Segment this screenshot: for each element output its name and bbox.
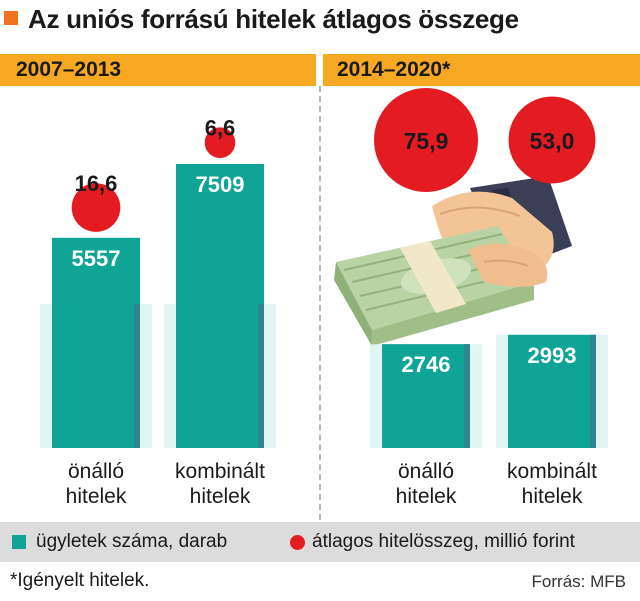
dot-label-0-0: 16,6	[75, 171, 118, 196]
bar-1-0	[382, 344, 470, 448]
category-label-1-1-line1: kombinált	[507, 460, 597, 483]
period-label-right: 2014–2020*	[337, 58, 451, 81]
category-label-0-1-line2: hitelek	[190, 485, 251, 508]
dot-0-1	[204, 127, 236, 158]
source-note: Forrás: MFB	[531, 572, 626, 591]
category-label-0-1-line1: kombinált	[175, 460, 265, 483]
legend-bar-swatch	[12, 535, 26, 549]
bar-edge-0-0	[134, 304, 140, 448]
category-label-1-1-line2: hitelek	[522, 485, 583, 508]
bar-edge-1-1	[590, 334, 596, 448]
title-area: Az uniós forrású hitelek átlagos összege	[0, 0, 640, 46]
category-label-1-0-line2: hitelek	[396, 485, 457, 508]
dot-0-0	[71, 183, 121, 232]
title-accent-square	[4, 11, 18, 25]
panel-divider	[319, 86, 321, 520]
category-label-0-0-line2: hitelek	[66, 485, 127, 508]
chart-title: Az uniós forrású hitelek átlagos összege	[28, 4, 519, 34]
bar-0-1	[176, 164, 264, 448]
bar-label-1-0: 2746	[402, 352, 451, 377]
bar-label-1-1: 2993	[528, 343, 577, 368]
bar-label-0-1: 7509	[196, 172, 245, 197]
period-label-left: 2007–2013	[16, 58, 122, 81]
footnote: *Igényelt hitelek.	[10, 570, 150, 591]
dot-label-1-1: 53,0	[530, 128, 575, 154]
dot-1-1	[508, 96, 596, 184]
legend-bar-label: ügyletek száma, darab	[36, 531, 228, 552]
period-bar-right: 2014–2020*	[323, 54, 640, 86]
period-bar-left: 2007–2013	[0, 54, 316, 86]
legend-dot-label: átlagos hitelösszeg, millió forint	[312, 531, 575, 552]
bar-label-0-0: 5557	[72, 246, 121, 271]
bar-0-0	[52, 237, 140, 448]
category-label-1-0-line1: önálló	[398, 460, 454, 483]
dot-label-0-1: 6,6	[205, 115, 236, 140]
bar-edge-0-1	[258, 304, 264, 448]
legend: ügyletek száma, darab átlagos hitelössze…	[0, 522, 640, 562]
bar-edge-1-0	[464, 344, 470, 448]
category-label-0-0-line1: önálló	[68, 460, 124, 483]
dot-1-0	[374, 88, 478, 192]
bar-1-1	[508, 334, 596, 448]
hand-with-money-icon	[334, 176, 572, 346]
dot-label-1-0: 75,9	[404, 128, 449, 154]
legend-dot-swatch	[290, 535, 305, 550]
